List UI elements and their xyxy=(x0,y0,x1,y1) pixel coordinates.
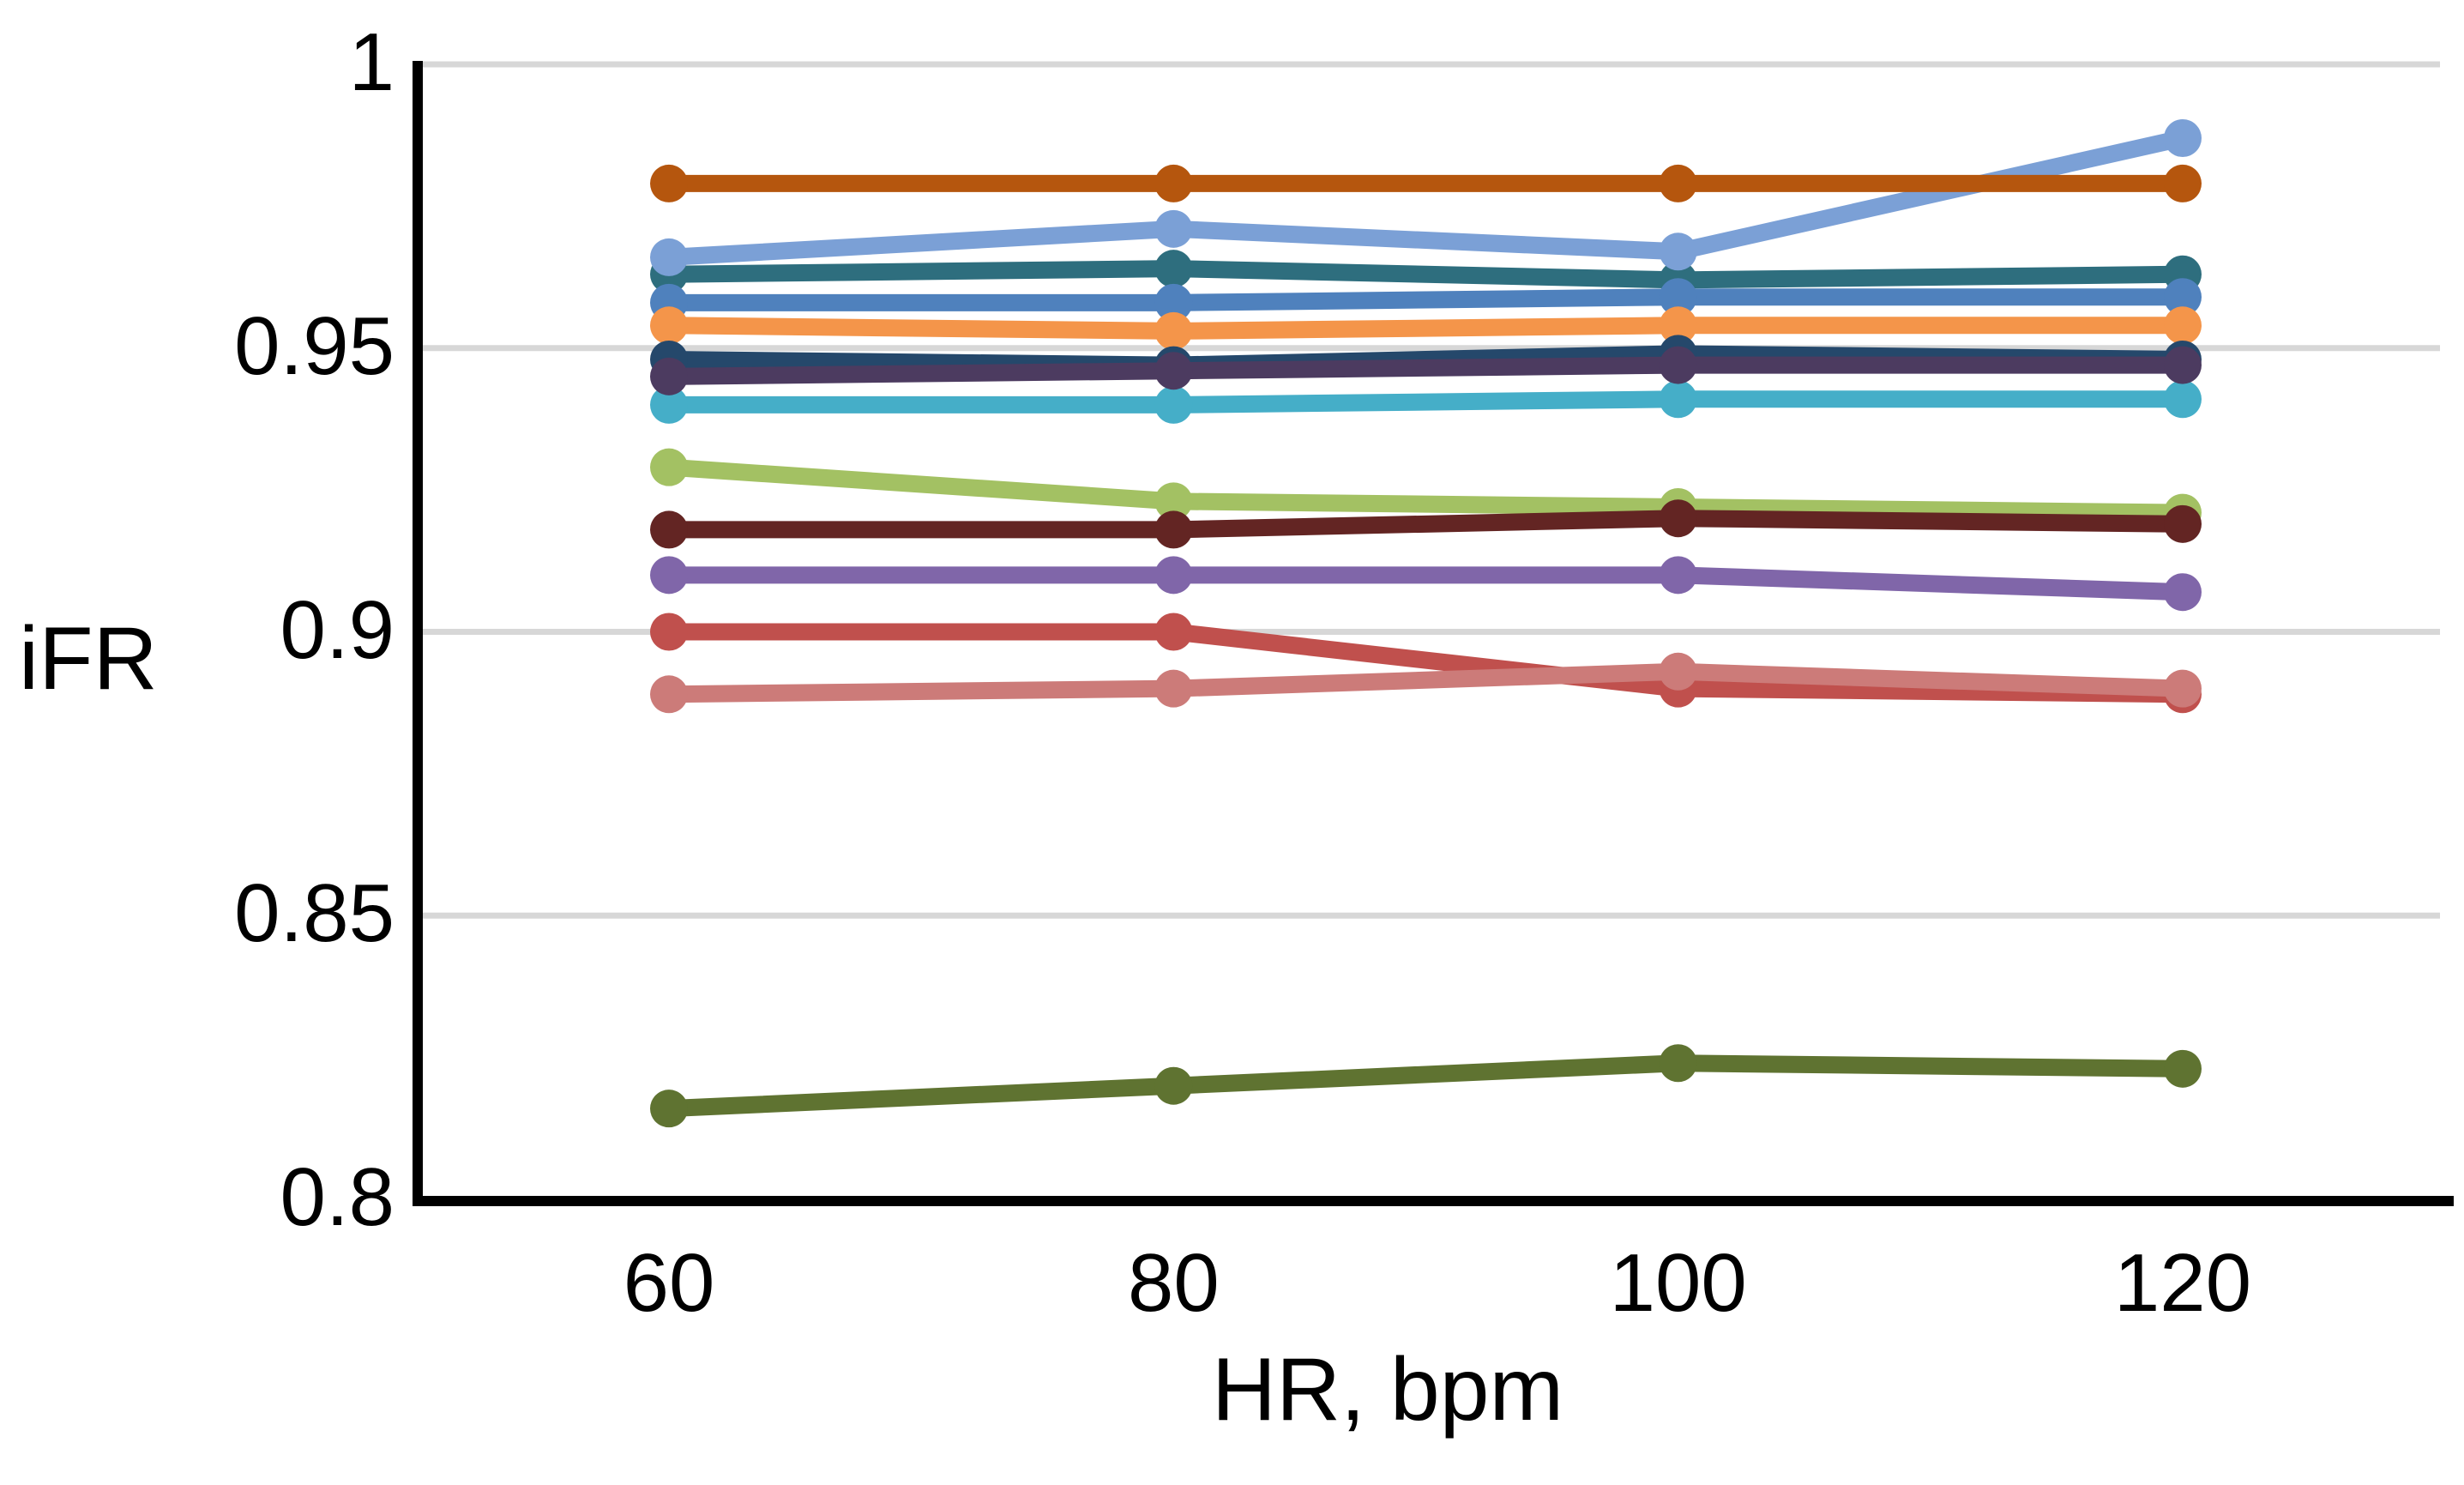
data-point-orange-60 xyxy=(650,306,688,345)
data-point-red-60 xyxy=(650,613,688,651)
data-point-olive-green-60 xyxy=(650,1090,688,1128)
series-line-medium-blue xyxy=(660,288,2191,311)
x-axis-title: HR, bpm xyxy=(1211,1340,1564,1440)
data-point-olive-green-80 xyxy=(1154,1066,1193,1105)
data-point-salmon-60 xyxy=(650,675,688,714)
data-point-light-blue-120 xyxy=(2164,118,2202,157)
data-point-medium-blue-80 xyxy=(1154,283,1193,322)
data-point-dark-purple-80 xyxy=(1154,352,1193,390)
data-point-purple-80 xyxy=(1154,556,1193,595)
data-point-dark-purple-100 xyxy=(1659,346,1697,384)
series-line-cyan xyxy=(660,390,2191,414)
x-tick-label-60: 60 xyxy=(623,1237,715,1329)
data-point-salmon-120 xyxy=(2164,669,2202,708)
data-point-orange-100 xyxy=(1659,306,1697,345)
data-point-cyan-120 xyxy=(2164,380,2202,419)
y-tick-label-0.95: 0.95 xyxy=(234,299,395,392)
data-point-light-green-80 xyxy=(1154,482,1193,521)
data-point-light-blue-60 xyxy=(650,238,688,276)
y-axis-title: iFR xyxy=(19,609,158,709)
data-point-maroon-80 xyxy=(1154,510,1193,549)
data-point-light-green-60 xyxy=(650,448,688,486)
data-point-salmon-80 xyxy=(1154,669,1193,708)
data-point-salmon-100 xyxy=(1659,652,1697,691)
series-line-salmon xyxy=(660,662,2191,703)
data-point-maroon-100 xyxy=(1659,499,1697,538)
y-tick-label-0.8: 0.8 xyxy=(280,1151,395,1244)
data-point-olive-green-120 xyxy=(2164,1049,2202,1088)
y-tick-label-1: 1 xyxy=(348,16,395,109)
series-line-dark-purple xyxy=(660,356,2191,385)
series-line-olive-green xyxy=(660,1054,2191,1118)
data-point-light-blue-80 xyxy=(1154,209,1193,248)
data-point-orange-80 xyxy=(1154,311,1193,350)
x-tick-label-80: 80 xyxy=(1127,1237,1220,1329)
data-point-red-80 xyxy=(1154,613,1193,651)
series-line-orange xyxy=(660,317,2191,340)
data-point-medium-blue-120 xyxy=(2164,278,2202,317)
data-point-medium-blue-100 xyxy=(1659,278,1697,317)
data-point-dark-orange-100 xyxy=(1659,164,1697,202)
data-point-dark-orange-120 xyxy=(2164,164,2202,202)
data-point-purple-60 xyxy=(650,556,688,595)
x-tick-label-120: 120 xyxy=(2113,1237,2252,1329)
data-point-cyan-60 xyxy=(650,385,688,424)
y-tick-label-0.85: 0.85 xyxy=(234,867,395,960)
data-point-orange-120 xyxy=(2164,306,2202,345)
series-line-purple xyxy=(660,566,2191,601)
data-point-light-blue-100 xyxy=(1659,232,1697,271)
series-line-maroon xyxy=(660,510,2191,539)
x-tick-label-100: 100 xyxy=(1609,1237,1747,1329)
series-layer xyxy=(650,118,2202,1128)
series-line-light-green xyxy=(660,458,2191,522)
data-point-purple-100 xyxy=(1659,556,1697,595)
data-point-maroon-60 xyxy=(650,510,688,549)
data-point-olive-green-100 xyxy=(1659,1044,1697,1083)
data-point-purple-120 xyxy=(2164,573,2202,612)
series-line-dark-teal xyxy=(660,260,2191,289)
data-point-cyan-80 xyxy=(1154,385,1193,424)
y-tick-label-0.9: 0.9 xyxy=(280,583,395,676)
axes xyxy=(413,61,2454,1206)
series-line-red xyxy=(660,623,2191,703)
data-point-cyan-100 xyxy=(1659,380,1697,419)
data-point-dark-purple-120 xyxy=(2164,346,2202,384)
series-line-light-blue xyxy=(660,129,2191,266)
data-point-dark-teal-80 xyxy=(1154,250,1193,288)
data-point-maroon-120 xyxy=(2164,504,2202,543)
data-point-dark-orange-80 xyxy=(1154,164,1193,202)
data-point-dark-purple-60 xyxy=(650,357,688,395)
data-point-dark-orange-60 xyxy=(650,164,688,202)
